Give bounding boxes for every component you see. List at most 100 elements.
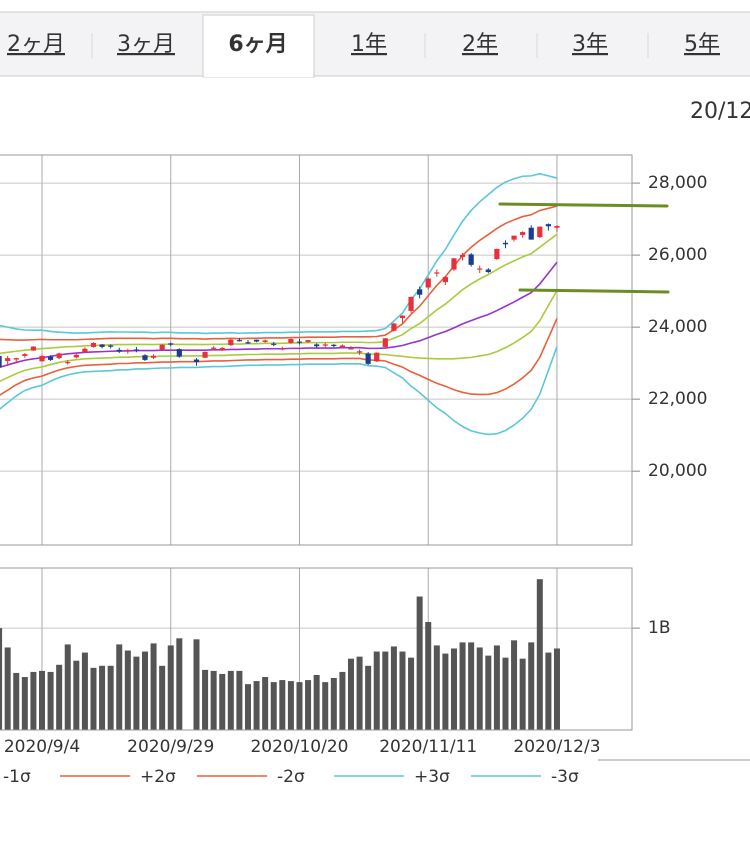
date-label: 20/12 (690, 99, 750, 124)
candle-body (0, 355, 2, 368)
band-line (0, 346, 558, 436)
x-tick-label: 2020/10/20 (250, 737, 348, 757)
volume-bar (30, 671, 37, 730)
tab[interactable]: 1年 (351, 32, 387, 57)
plot-frame (0, 567, 633, 731)
volume-bar (399, 651, 406, 730)
plot-frame (0, 154, 633, 546)
annotation-line (518, 288, 670, 294)
y-tick-label: 24,000 (648, 317, 707, 337)
volume-bar (287, 681, 294, 730)
candle-body (511, 235, 517, 240)
candle-body (142, 355, 148, 360)
volume-bar (99, 665, 106, 730)
band-line (0, 318, 558, 396)
volume-bar (545, 652, 552, 730)
candle-body (39, 355, 45, 362)
volume-bar (21, 677, 28, 730)
candle-body (202, 351, 208, 358)
candle-body (176, 349, 182, 357)
band-line (0, 172, 558, 335)
candle-body (296, 341, 303, 343)
volume-bar (38, 670, 45, 730)
candle-body (56, 353, 62, 359)
candle-body (374, 352, 380, 362)
candle-body (116, 349, 122, 352)
candle-body (545, 224, 551, 227)
volume-bar (459, 642, 466, 730)
volume-bar (253, 681, 260, 730)
candle-body (279, 348, 285, 350)
candle-body (425, 278, 431, 288)
candle-body (451, 258, 457, 270)
volume-bar (305, 680, 312, 730)
legend-label: +3σ (414, 767, 450, 787)
candle-body (348, 348, 354, 350)
y-tick-label: 1B (648, 618, 670, 638)
volume-bar (442, 653, 449, 730)
charts: 20,000 22,000 24,000 26,000 28,000 1B 2020/9/4… (0, 154, 707, 787)
volume-bar (468, 642, 475, 730)
band-line (0, 290, 558, 382)
volume-bar (373, 651, 380, 730)
volume-bar (219, 673, 226, 730)
volume-bar (425, 622, 432, 730)
candle-body (228, 339, 234, 346)
candle-body (365, 353, 371, 364)
volume-bar (476, 647, 483, 730)
y-tick-label: 28,000 (648, 173, 707, 193)
volume-bar (167, 645, 174, 730)
candle-body (262, 340, 268, 342)
volume-bar (528, 642, 535, 730)
candle-body (253, 339, 260, 342)
volume-bar (90, 667, 97, 730)
volume-bar (73, 660, 80, 730)
candle-body (65, 362, 71, 364)
legend-label: +2σ (140, 767, 176, 787)
volume-bar (236, 670, 243, 730)
annotation-line (498, 202, 669, 208)
volume-bar (296, 682, 303, 730)
volume-bar (244, 684, 251, 730)
candle-body (417, 289, 423, 295)
candle-body (245, 342, 251, 344)
candle-body (382, 338, 388, 347)
candle-body (502, 242, 509, 245)
candle-body (150, 355, 157, 358)
candle-body (82, 348, 88, 353)
band-line (0, 205, 558, 341)
candle-body (459, 254, 466, 257)
volume-bar (511, 640, 518, 730)
volume-bar (519, 658, 526, 730)
tab[interactable]: 2年 (462, 32, 498, 57)
volume-bar (116, 644, 123, 730)
x-tick-label: 2020/11/11 (379, 737, 477, 757)
candle-body (271, 343, 277, 345)
candle-body (477, 268, 483, 270)
volume-bar (433, 645, 440, 730)
tab[interactable]: 5年 (684, 32, 720, 57)
band-line (0, 261, 558, 369)
candle-body (468, 254, 474, 265)
volume-bar (193, 639, 200, 730)
volume-bar (330, 678, 337, 730)
candle-body (211, 347, 217, 349)
y-tick-label: 26,000 (648, 245, 707, 265)
volume-bar (159, 665, 166, 730)
volume-bar (365, 665, 372, 730)
tab[interactable]: 6ヶ月 (228, 32, 287, 57)
tab[interactable]: 2ヶ月 (7, 32, 65, 57)
volume-bar (47, 671, 54, 730)
volume-bar (553, 648, 560, 730)
tab[interactable]: 3ヶ月 (117, 32, 175, 57)
legend-label: -2σ (277, 767, 305, 787)
tabs: 2ヶ月 3ヶ月 6ヶ月 1年 2年 3年 5年 (7, 14, 720, 78)
volume-bar (493, 645, 500, 730)
plot-area (0, 155, 632, 545)
candle-body (47, 356, 54, 360)
volume-bar (502, 657, 509, 730)
tab[interactable]: 3年 (572, 32, 608, 57)
volume-bar (262, 677, 269, 730)
